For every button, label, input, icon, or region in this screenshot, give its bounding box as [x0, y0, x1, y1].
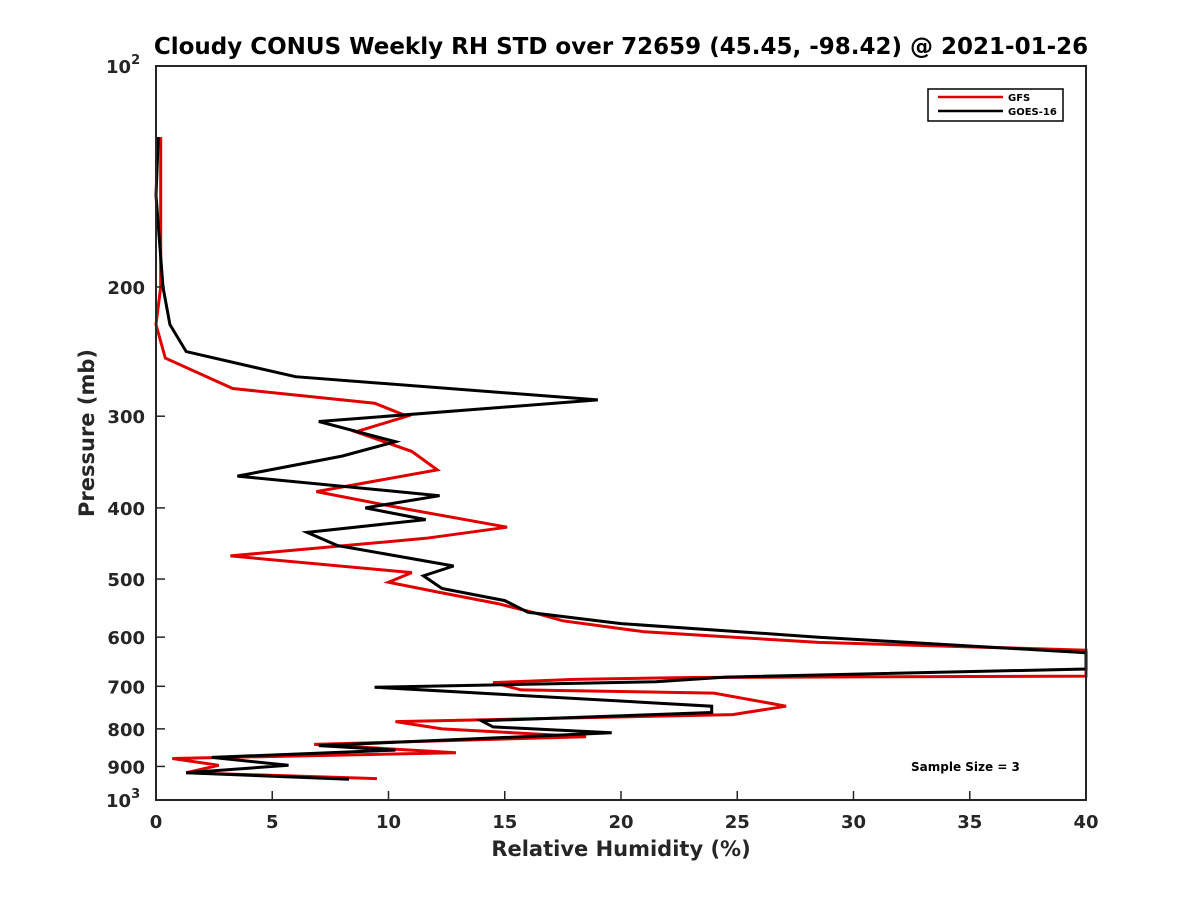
- y-tick-label: 900: [107, 757, 145, 778]
- y-axis-label: Pressure (mb): [75, 349, 99, 517]
- y-tick-label: 300: [107, 407, 145, 428]
- x-tick-label: 25: [725, 812, 750, 833]
- legend-label-goes16: GOES-16: [1008, 107, 1057, 118]
- chart-title: Cloudy CONUS Weekly RH STD over 72659 (4…: [154, 34, 1088, 60]
- x-tick-label: 10: [376, 812, 401, 833]
- x-tick-label: 5: [266, 812, 279, 833]
- y-tick-label: 400: [107, 499, 145, 520]
- x-axis-label: Relative Humidity (%): [491, 837, 750, 861]
- x-tick-label: 30: [841, 812, 866, 833]
- y-tick-label: 500: [107, 570, 145, 591]
- y-axis: 102 200 300 400 500 600 700 800 900 103: [106, 53, 165, 812]
- x-tick-label: 20: [608, 812, 633, 833]
- series-line-goes16: [154, 137, 1088, 781]
- y-tick-label: 200: [107, 278, 145, 299]
- legend-box: [927, 88, 1064, 122]
- y-tick-label: 600: [107, 628, 145, 649]
- x-tick-label: 35: [957, 812, 982, 833]
- series-layer: [154, 137, 1088, 781]
- plot-area: [155, 65, 1087, 801]
- sample-size-annotation: Sample Size = 3: [911, 760, 1020, 774]
- legend-label-gfs: GFS: [1008, 93, 1030, 104]
- y-tick-label: 800: [107, 720, 145, 741]
- y-tick-label: 700: [107, 677, 145, 698]
- x-axis: 0 5 10 15 20 25 30 35 40: [150, 791, 1099, 833]
- y-tick-label: 102: [106, 53, 140, 78]
- x-tick-label: 40: [1073, 812, 1098, 833]
- x-tick-label: 15: [492, 812, 517, 833]
- y-tick-label: 103: [106, 787, 140, 812]
- x-tick-label: 0: [150, 812, 163, 833]
- legend: GFS GOES-16: [927, 88, 1064, 122]
